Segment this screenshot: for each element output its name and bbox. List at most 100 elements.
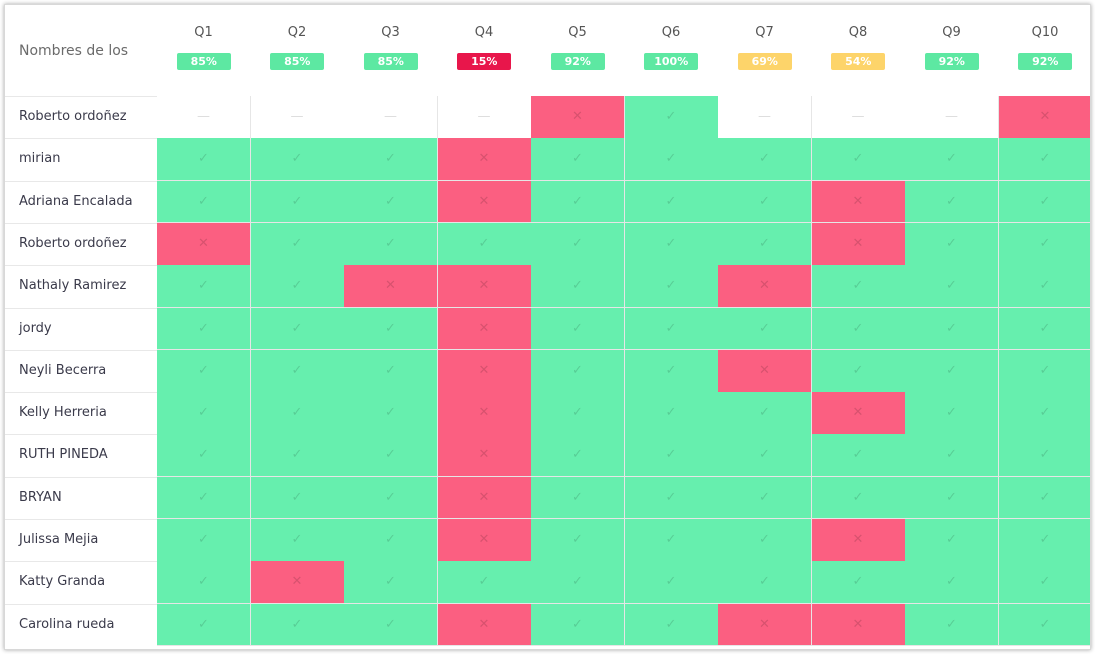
answer-cell: ✓ [250, 307, 345, 351]
answer-cell: ✓ [344, 476, 438, 520]
answer-cell: ✓ [157, 476, 251, 520]
answer-cell: ✓ [157, 307, 251, 351]
answer-cell: ✓ [250, 434, 345, 478]
answer-cell: ✓ [718, 476, 812, 520]
answer-cell: ✓ [624, 392, 719, 435]
answer-cell: ✓ [157, 180, 251, 224]
answer-cell: ✓ [344, 392, 438, 435]
answer-cell: ✓ [624, 476, 719, 520]
answer-cell: ✓ [250, 138, 345, 182]
student-name: Nathaly Ramirez [19, 278, 127, 294]
answer-cell: ✕ [437, 180, 532, 224]
score-badge: 85% [176, 53, 231, 70]
answer-cell: ✓ [157, 265, 251, 308]
answer-cell: ✓ [624, 519, 719, 562]
grade-grid: Nombres de los Q1 85% Q2 85% Q3 85% Q4 15% Q5 92%… [4, 4, 1091, 650]
answer-cell: ✓ [157, 519, 251, 562]
answer-cell: ✓ [531, 561, 625, 605]
answer-cell: — [344, 96, 438, 139]
student-name: Neyli Becerra [19, 362, 107, 378]
answer-cell: ✓ [624, 603, 719, 647]
question-label: Q7 [755, 25, 774, 40]
answer-cell: ✕ [437, 476, 532, 520]
answer-cell: ✕ [437, 603, 532, 647]
answer-cell: ✓ [905, 138, 999, 182]
answer-cell: ✓ [624, 307, 719, 351]
answer-cell: ✕ [437, 349, 532, 393]
answer-cell: ✓ [344, 138, 438, 182]
answer-cell: ✓ [531, 603, 625, 647]
answer-cell: ✕ [718, 265, 812, 308]
answer-cell: ✓ [531, 265, 625, 308]
answer-cell: ✓ [811, 307, 906, 351]
answer-cell: ✓ [718, 180, 812, 224]
answer-cell: ✕ [437, 307, 532, 351]
question-label: Q2 [287, 25, 307, 40]
answer-cell: ✓ [718, 434, 812, 478]
answer-cell: ✓ [718, 561, 812, 605]
answer-cell: ✓ [250, 476, 345, 520]
answer-cell: ✓ [905, 349, 999, 393]
answer-cell: ✓ [905, 519, 999, 562]
score-badge: 85% [270, 53, 325, 70]
answer-cell: ✓ [344, 180, 438, 224]
answer-cell: ✓ [250, 392, 345, 435]
answer-cell: ✓ [905, 222, 999, 266]
answer-cell: — [811, 96, 906, 139]
answer-cell: ✓ [250, 349, 345, 393]
answer-cell: ✓ [157, 138, 251, 182]
student-name: BRYAN [19, 489, 62, 505]
answer-cell: ✓ [811, 476, 906, 520]
answer-cell: ✕ [437, 434, 532, 478]
answer-cell: ✓ [905, 476, 999, 520]
question-label: Q6 [661, 25, 681, 40]
answer-cell: ✕ [250, 561, 345, 605]
score-badge: 92% [1018, 53, 1073, 70]
answer-cell: ✓ [905, 307, 999, 351]
answer-cell: ✕ [811, 392, 906, 435]
answer-cell: ✕ [437, 519, 532, 562]
student-name: Adriana Encalada [19, 193, 133, 209]
answer-cell: ✓ [998, 138, 1090, 182]
student-name: Roberto ordoñez [19, 109, 127, 124]
student-name: Carolina rueda [19, 616, 115, 632]
answer-cell: ✓ [531, 307, 625, 351]
answer-cell: ✓ [998, 434, 1090, 478]
answer-cell: ✓ [624, 434, 719, 478]
answer-cell: ✓ [531, 222, 625, 266]
answer-cell: ✓ [157, 349, 251, 393]
answer-cell: ✕ [718, 603, 812, 647]
answer-cell: ✕ [811, 222, 906, 266]
answer-cell: ✓ [344, 349, 438, 393]
answer-cell: ✓ [811, 265, 906, 308]
answer-cell: ✓ [998, 519, 1090, 562]
answer-cell: ✕ [437, 392, 532, 435]
answer-cell: ✓ [344, 561, 438, 605]
question-label: Q8 [848, 25, 868, 40]
answer-cell: ✓ [811, 349, 906, 393]
answer-cell: ✕ [998, 96, 1090, 139]
answer-cell: ✓ [718, 138, 812, 182]
answer-cell: ✓ [624, 265, 719, 308]
score-badge: 100% [644, 53, 699, 70]
answer-cell: ✓ [250, 180, 345, 224]
answer-cell: ✓ [718, 519, 812, 562]
answer-cell: ✓ [998, 603, 1090, 647]
score-badge: 92% [550, 53, 605, 70]
answer-cell: ✓ [531, 180, 625, 224]
question-label: Q5 [568, 25, 587, 40]
answer-cell: ✓ [905, 265, 999, 308]
answer-cell: ✓ [905, 603, 999, 647]
answer-cell: — [250, 96, 345, 139]
answer-cell: ✓ [998, 222, 1090, 266]
answer-cell: ✓ [624, 180, 719, 224]
answer-cell: — [157, 96, 251, 139]
answer-cell: ✓ [624, 96, 719, 139]
answer-cell: ✕ [344, 265, 438, 308]
answer-cell: ✓ [344, 222, 438, 266]
score-badge: 85% [363, 53, 418, 70]
answer-cell: ✓ [998, 349, 1090, 393]
answer-cell: ✓ [905, 434, 999, 478]
student-name: Kelly Herreria [19, 405, 107, 421]
score-badge: 69% [737, 53, 792, 70]
